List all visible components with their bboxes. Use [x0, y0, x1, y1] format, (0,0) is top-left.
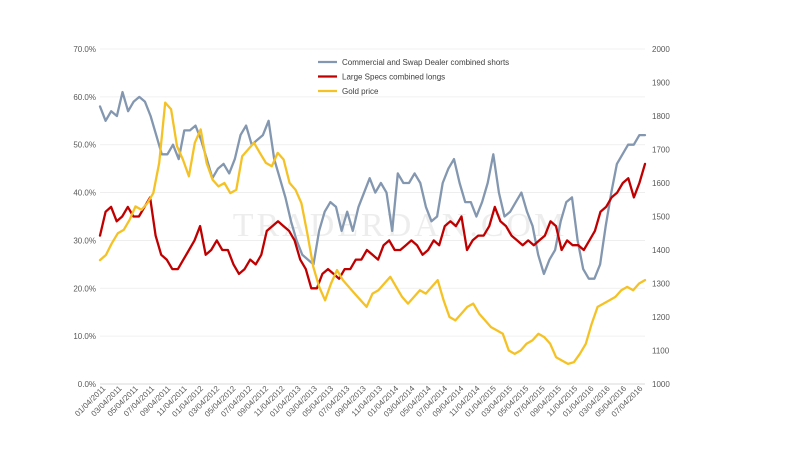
right-tick-label: 1200 — [652, 313, 670, 322]
right-tick-label: 1600 — [652, 179, 670, 188]
legend-label: Gold price — [342, 87, 379, 96]
right-tick-label: 1300 — [652, 280, 670, 289]
series-line-3 — [98, 101, 647, 366]
left-tick-label: 10.0% — [73, 332, 96, 341]
right-tick-label: 1900 — [652, 79, 670, 88]
right-tick-label: 1100 — [652, 347, 670, 356]
left-tick-label: 30.0% — [73, 236, 96, 245]
x-axis-ticks: 01/04/201103/04/201105/04/201107/04/2011… — [73, 383, 645, 419]
series-lines — [98, 90, 647, 366]
series-line-2 — [98, 162, 647, 290]
left-axis-ticks: 0.0% 10.0% 20.0% 30.0% 40.0% 50.0% 60.0% 70.0% — [73, 45, 96, 389]
right-tick-label: 1700 — [652, 146, 670, 155]
left-tick-label: 20.0% — [73, 284, 96, 293]
left-tick-label: 40.0% — [73, 189, 96, 198]
gridlines — [100, 48, 645, 385]
left-tick-label: 60.0% — [73, 93, 96, 102]
legend: Commercial and Swap Dealer combined shor… — [318, 58, 509, 96]
left-tick-label: 50.0% — [73, 141, 96, 150]
legend-label: Commercial and Swap Dealer combined shor… — [342, 58, 509, 67]
right-axis-ticks: 1000 1100 1200 1300 1400 1500 1600 1700 1800 1900… — [652, 45, 670, 389]
right-tick-label: 1000 — [652, 380, 670, 389]
right-tick-label: 1400 — [652, 246, 670, 255]
legend-label: Large Specs combined longs — [342, 73, 445, 82]
right-tick-label: 1800 — [652, 112, 670, 121]
right-tick-label: 2000 — [652, 45, 670, 54]
right-tick-label: 1500 — [652, 213, 670, 222]
series-line-1 — [98, 90, 647, 280]
left-tick-label: 70.0% — [73, 45, 96, 54]
left-tick-label: 0.0% — [78, 380, 96, 389]
